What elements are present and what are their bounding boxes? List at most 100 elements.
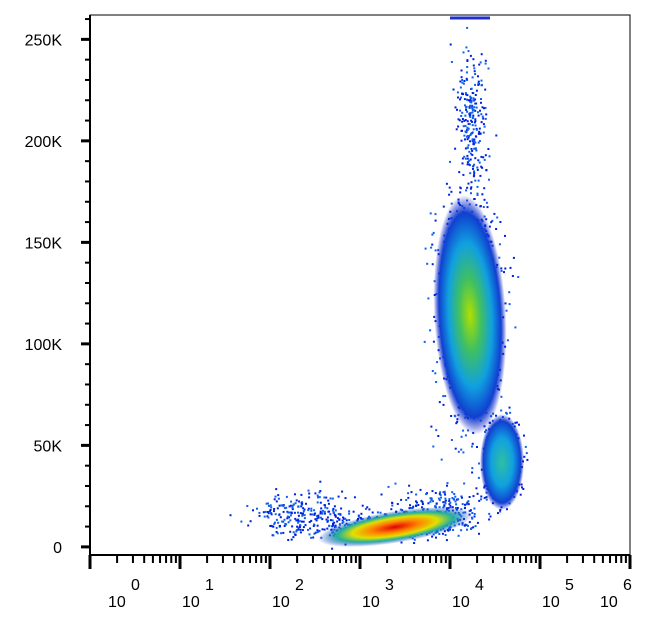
- event-dot: [437, 497, 440, 500]
- event-dot: [466, 186, 469, 189]
- event-dot: [278, 513, 281, 516]
- event-dot: [466, 98, 468, 101]
- event-dot: [318, 491, 321, 494]
- event-dot: [429, 329, 432, 332]
- event-dot: [431, 243, 434, 246]
- event-dot: [462, 82, 465, 85]
- event-dot: [477, 75, 479, 78]
- event-dot: [282, 505, 285, 508]
- event-dot: [456, 420, 459, 423]
- event-dot: [472, 143, 475, 146]
- event-dot: [474, 157, 477, 160]
- event-dot: [466, 26, 469, 29]
- x-tick-exponent: 5: [565, 577, 574, 594]
- event-dot: [324, 504, 326, 507]
- event-dot: [297, 521, 300, 524]
- event-dot: [451, 497, 454, 499]
- event-dot: [277, 521, 280, 524]
- event-dot: [466, 59, 469, 62]
- event-dot: [316, 515, 319, 518]
- event-dot: [484, 117, 487, 120]
- event-dot: [297, 527, 300, 530]
- event-dot: [326, 507, 329, 510]
- event-dot: [509, 411, 512, 414]
- event-dot: [270, 524, 273, 527]
- event-dot: [303, 508, 306, 511]
- event-dot: [334, 524, 337, 527]
- event-dot: [448, 193, 451, 196]
- x-tick-exponent: 6: [623, 577, 632, 594]
- event-dot: [282, 510, 285, 513]
- event-dot: [295, 499, 298, 502]
- event-dot: [456, 507, 459, 509]
- event-dot: [474, 102, 477, 105]
- event-dot: [487, 148, 490, 150]
- event-dot: [464, 434, 467, 437]
- event-dot: [334, 515, 337, 518]
- event-dot: [319, 480, 322, 483]
- event-dot: [323, 510, 326, 513]
- event-dot: [482, 156, 485, 159]
- event-dot: [323, 496, 326, 499]
- event-dot: [297, 511, 299, 514]
- x-tick-exponent: 4: [475, 577, 484, 594]
- event-dot: [294, 517, 297, 520]
- event-dot: [420, 499, 423, 502]
- event-dot: [442, 501, 445, 504]
- event-dot: [484, 59, 487, 62]
- event-dot: [505, 309, 508, 312]
- event-dot: [276, 532, 279, 535]
- event-dot: [465, 105, 468, 108]
- event-dot: [430, 499, 433, 502]
- event-dot: [469, 187, 472, 190]
- event-dot: [478, 462, 480, 465]
- event-dot: [331, 497, 334, 500]
- event-dot: [465, 77, 468, 80]
- event-dot: [455, 503, 458, 506]
- event-dot: [523, 434, 525, 437]
- event-dot: [498, 243, 501, 246]
- event-dot: [485, 496, 488, 499]
- event-dot: [436, 361, 439, 364]
- event-dot: [455, 422, 458, 425]
- event-dot: [457, 96, 459, 99]
- x-tick-label: 10: [108, 594, 126, 611]
- event-dot: [480, 121, 483, 124]
- event-dot: [318, 496, 321, 499]
- event-dot: [463, 134, 466, 137]
- event-dot: [470, 516, 473, 519]
- event-dot: [469, 54, 472, 57]
- event-dot: [282, 531, 285, 534]
- event-dot: [334, 509, 337, 512]
- event-dot: [485, 201, 488, 204]
- event-dot: [283, 507, 286, 510]
- event-dot: [471, 517, 474, 520]
- event-dot: [460, 435, 463, 438]
- event-dot: [318, 530, 321, 533]
- event-dot: [307, 509, 310, 512]
- event-dot: [469, 104, 472, 107]
- event-dot: [479, 205, 482, 208]
- event-dot: [440, 458, 443, 461]
- event-dot: [269, 508, 272, 511]
- event-dot: [464, 503, 466, 506]
- event-dot: [476, 194, 479, 196]
- event-dot: [317, 514, 320, 517]
- event-dot: [470, 119, 473, 122]
- event-dot: [465, 130, 468, 133]
- event-dot: [500, 269, 503, 272]
- event-dot: [295, 530, 298, 533]
- event-dot: [407, 496, 410, 499]
- event-dot: [469, 152, 472, 155]
- event-dot: [469, 95, 472, 98]
- event-dot: [285, 495, 288, 498]
- y-tick-label: 150K: [25, 235, 63, 252]
- event-dot: [473, 507, 476, 510]
- event-dot: [471, 138, 474, 141]
- event-dot: [331, 519, 334, 522]
- event-dot: [302, 510, 305, 513]
- event-dot: [442, 395, 445, 398]
- event-dot: [281, 504, 284, 507]
- event-dot: [298, 500, 301, 503]
- event-dot: [314, 531, 317, 534]
